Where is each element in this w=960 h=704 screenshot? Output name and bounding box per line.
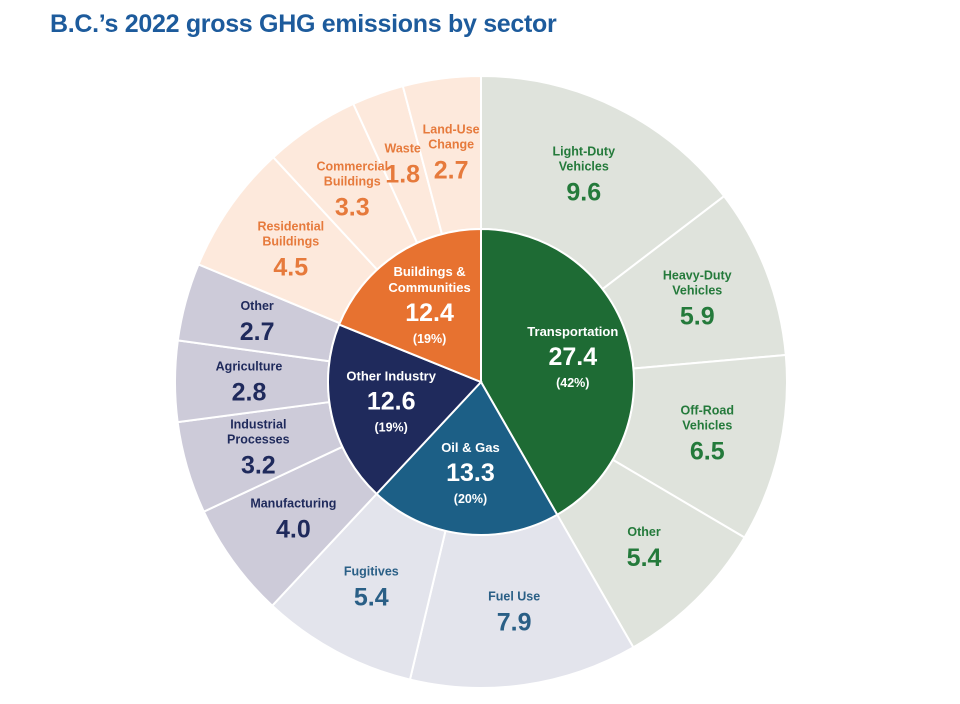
inner-slice-buildings-and-communities xyxy=(337,227,482,384)
outer-slice-transportation-heavy-duty-vehicles-label-name-1: Heavy-Duty xyxy=(663,268,732,282)
outer-slice-transportation-off-road-vehicles-label-name-1: Off-Road xyxy=(681,404,734,418)
outer-slice-buildings-and-communities-land-use-change-label-name-2: Change xyxy=(428,137,474,151)
outer-slice-buildings-and-communities-commercial-buildings-label-value: 3.3 xyxy=(335,193,370,221)
outer-slice-buildings-and-communities-commercial-buildings-label-name-2: Buildings xyxy=(324,174,381,188)
outer-slice-transportation-light-duty-vehicles-label-value: 9.6 xyxy=(566,179,601,207)
outer-slice-transportation-light-duty-vehicles-label-name-2: Vehicles xyxy=(559,160,609,174)
inner-slice-buildings-and-communities-label-name-2: Communities xyxy=(388,280,470,295)
outer-slice-buildings-and-communities-waste-label-value: 1.8 xyxy=(385,161,420,189)
inner-slice-buildings-and-communities-label-value: 12.4 xyxy=(405,299,454,327)
inner-slice-other-industry-label-percent: (19%) xyxy=(374,420,407,434)
outer-slice-transportation-other-label-name-1: Other xyxy=(627,525,660,539)
inner-slice-oil-and-gas-label-percent: (20%) xyxy=(454,492,487,506)
outer-slice-buildings-and-communities-land-use-change-label-name-1: Land-Use xyxy=(423,122,480,136)
inner-slice-transportation-label-percent: (42%) xyxy=(556,376,589,390)
outer-slice-buildings-and-communities-residential-buildings-label-name-1: Residential xyxy=(257,220,324,234)
inner-slice-oil-and-gas xyxy=(375,380,559,536)
outer-slice-transportation-light-duty-vehicles-label-name-1: Light-Duty xyxy=(553,145,616,159)
outer-slice-oil-and-gas-fugitives-label-name-1: Fugitives xyxy=(344,564,399,578)
outer-slice-oil-and-gas-fugitives-label-value: 5.4 xyxy=(354,583,389,611)
outer-slice-oil-and-gas-fuel-use-label-value: 7.9 xyxy=(497,609,532,637)
outer-slice-other-industry-other-label-value: 2.7 xyxy=(240,318,275,346)
outer-slice-other-industry-industrial-processes-label-name-1: Industrial xyxy=(230,418,286,432)
outer-slice-transportation-heavy-duty-vehicles-label-value: 5.9 xyxy=(680,302,715,330)
outer-slice-transportation-off-road-vehicles-label-name-2: Vehicles xyxy=(682,419,732,433)
inner-slice-other-industry-label-name-1: Other Industry xyxy=(346,368,436,383)
inner-slice-oil-and-gas-label-value: 13.3 xyxy=(446,459,495,487)
outer-slice-oil-and-gas-fuel-use-label-name-1: Fuel Use xyxy=(488,590,540,604)
labels: Light-DutyVehicles9.6Heavy-DutyVehicles5… xyxy=(216,122,734,636)
outer-slice-buildings-and-communities-land-use-change-label-value: 2.7 xyxy=(434,156,469,184)
outer-slice-other-industry-manufacturing-label-value: 4.0 xyxy=(276,515,311,543)
inner-slice-transportation-label-name-1: Transportation xyxy=(527,324,618,339)
inner-slice-buildings-and-communities-label-percent: (19%) xyxy=(413,332,446,346)
outer-slice-other-industry-agriculture-label-name-1: Agriculture xyxy=(216,359,283,373)
outer-slice-other-industry-agriculture-label-value: 2.8 xyxy=(232,378,267,406)
outer-slice-buildings-and-communities-residential-buildings-label-name-2: Buildings xyxy=(262,235,319,249)
inner-slice-transportation xyxy=(480,227,635,517)
inner-slice-other-industry-label-value: 12.6 xyxy=(367,387,416,415)
outer-slice-other-industry-other-label-name-1: Other xyxy=(240,299,273,313)
outer-slice-other-industry-industrial-processes-label-value: 3.2 xyxy=(241,452,276,480)
outer-slice-transportation-off-road-vehicles-label-value: 6.5 xyxy=(690,438,725,466)
inner-slice-buildings-and-communities-label-name-1: Buildings & xyxy=(393,264,465,279)
outer-slice-transportation-heavy-duty-vehicles-label-name-2: Vehicles xyxy=(672,283,722,297)
inner-ring xyxy=(327,227,635,536)
outer-slice-transportation-other-label-value: 5.4 xyxy=(627,544,662,572)
outer-slice-other-industry-manufacturing-label-name-1: Manufacturing xyxy=(250,496,336,510)
inner-slice-oil-and-gas-label-name-1: Oil & Gas xyxy=(441,440,500,455)
outer-slice-buildings-and-communities-residential-buildings-label-value: 4.5 xyxy=(273,254,308,282)
outer-slice-other-industry-industrial-processes-label-name-2: Processes xyxy=(227,433,290,447)
outer-slice-buildings-and-communities-commercial-buildings-label-name-1: Commercial xyxy=(316,159,388,173)
chart-title: B.C.’s 2022 gross GHG emissions by secto… xyxy=(50,10,557,38)
outer-ring xyxy=(174,74,788,689)
outer-slice-buildings-and-communities-waste-label-name-1: Waste xyxy=(385,142,421,156)
inner-slice-transportation-label-value: 27.4 xyxy=(548,343,597,371)
